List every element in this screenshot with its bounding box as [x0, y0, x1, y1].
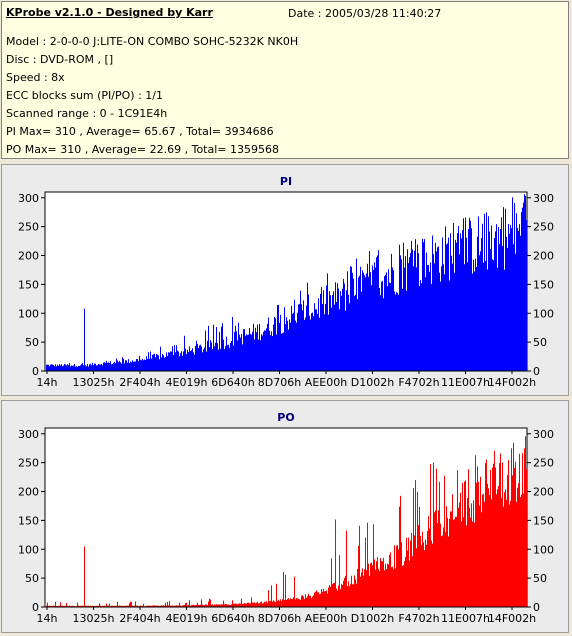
info-disc: Disc : DVD-ROM , []	[6, 53, 114, 66]
info-pi-summary: PI Max= 310 , Average= 65.67 , Total= 39…	[6, 125, 274, 138]
x-tick-label: AEE00h	[305, 376, 347, 389]
y-axis: 0 0 50 50 100 100 150 150 200 200 250 250 300 300	[18, 428, 554, 614]
y-tick-label: 100	[18, 543, 39, 556]
y-tick-label: 200	[18, 250, 39, 263]
x-axis: 14h 13025h 2F404h 4E019h 6D640h 8D706h AEE00h D…	[37, 607, 536, 625]
y-tick-label-right: 200	[533, 486, 554, 499]
x-tick-label: 4E019h	[166, 612, 208, 625]
series-bars	[46, 194, 527, 371]
x-tick-label: 14F002h	[488, 376, 536, 389]
y-tick-label: 300	[18, 192, 39, 205]
x-tick-label: D1002h	[351, 376, 394, 389]
info-model: Model : 2-0-0-0 J:LITE-ON COMBO SOHC-523…	[6, 35, 299, 48]
y-tick-label: 250	[18, 457, 39, 470]
y-tick-label-right: 250	[533, 457, 554, 470]
y-tick-label: 150	[18, 514, 39, 527]
po-chart: PO 0 0 50 50 100 100 150 150 200 200 250 250 300 300 14…	[18, 411, 554, 625]
y-tick-label: 250	[18, 221, 39, 234]
y-tick-label-right: 50	[533, 336, 547, 349]
x-tick-label: 2F404h	[119, 612, 160, 625]
x-tick-label: 14h	[37, 612, 58, 625]
chart-title: PO	[277, 411, 294, 424]
y-tick-label-right: 300	[533, 428, 554, 441]
x-tick-label: 6D640h	[211, 612, 254, 625]
x-tick-label: D1002h	[351, 612, 394, 625]
x-tick-label: 13025h	[73, 376, 115, 389]
y-tick-label: 0	[32, 601, 39, 614]
y-axis: 0 0 50 50 100 100 150 150 200 200 250 250 300 300	[18, 192, 554, 378]
y-tick-label-right: 100	[533, 307, 554, 320]
x-tick-label: 13025h	[73, 612, 115, 625]
x-tick-label: 4E019h	[166, 376, 208, 389]
info-ecc: ECC blocks sum (PI/PO) : 1/1	[6, 89, 163, 102]
pi-chart: PI 0 0 50 50 100 100 150 150 200 200 250 250 300 300 14…	[18, 175, 554, 389]
chart-title: PI	[280, 175, 292, 188]
info-range: Scanned range : 0 - 1C91E4h	[6, 107, 168, 120]
x-tick-label: 2F404h	[119, 376, 160, 389]
y-tick-label: 50	[25, 336, 39, 349]
x-tick-label: 14F002h	[488, 612, 536, 625]
scan-date: Date : 2005/03/28 11:40:27	[288, 7, 442, 20]
series-bar-path	[46, 194, 527, 371]
po-chart-panel: PO 0 0 50 50 100 100 150 150 200 200 250 250 300 300 14…	[1, 400, 569, 633]
y-tick-label-right: 250	[533, 221, 554, 234]
y-tick-label-right: 300	[533, 192, 554, 205]
y-tick-label: 300	[18, 428, 39, 441]
info-po-summary: PO Max= 310 , Average= 22.69 , Total= 13…	[6, 143, 279, 156]
x-axis: 14h 13025h 2F404h 4E019h 6D640h 8D706h AEE00h D…	[37, 371, 536, 389]
x-tick-label: 11E007h	[441, 376, 490, 389]
y-tick-label-right: 50	[533, 572, 547, 585]
series-bars	[46, 436, 527, 607]
x-tick-label: F4702h	[398, 612, 439, 625]
x-tick-label: 6D640h	[211, 376, 254, 389]
y-tick-label-right: 150	[533, 514, 554, 527]
series-bar-path	[46, 436, 527, 607]
y-tick-label: 150	[18, 278, 39, 291]
x-tick-label: 11E007h	[441, 612, 490, 625]
y-tick-label: 200	[18, 486, 39, 499]
y-tick-label-right: 200	[533, 250, 554, 263]
y-tick-label-right: 100	[533, 543, 554, 556]
info-speed: Speed : 8x	[6, 71, 65, 84]
y-tick-label: 0	[32, 365, 39, 378]
y-tick-label-right: 0	[533, 365, 540, 378]
y-tick-label: 100	[18, 307, 39, 320]
x-tick-label: F4702h	[398, 376, 439, 389]
y-tick-label-right: 0	[533, 601, 540, 614]
x-tick-label: 8D706h	[258, 376, 301, 389]
y-tick-label: 50	[25, 572, 39, 585]
x-tick-label: AEE00h	[305, 612, 347, 625]
app-title: KProbe v2.1.0 - Designed by Karr	[6, 6, 213, 19]
info-panel: KProbe v2.1.0 - Designed by Karr Date : …	[1, 1, 569, 159]
x-tick-label: 8D706h	[258, 612, 301, 625]
y-tick-label-right: 150	[533, 278, 554, 291]
x-tick-label: 14h	[37, 376, 58, 389]
pi-chart-panel: PI 0 0 50 50 100 100 150 150 200 200 250 250 300 300 14…	[1, 164, 569, 396]
